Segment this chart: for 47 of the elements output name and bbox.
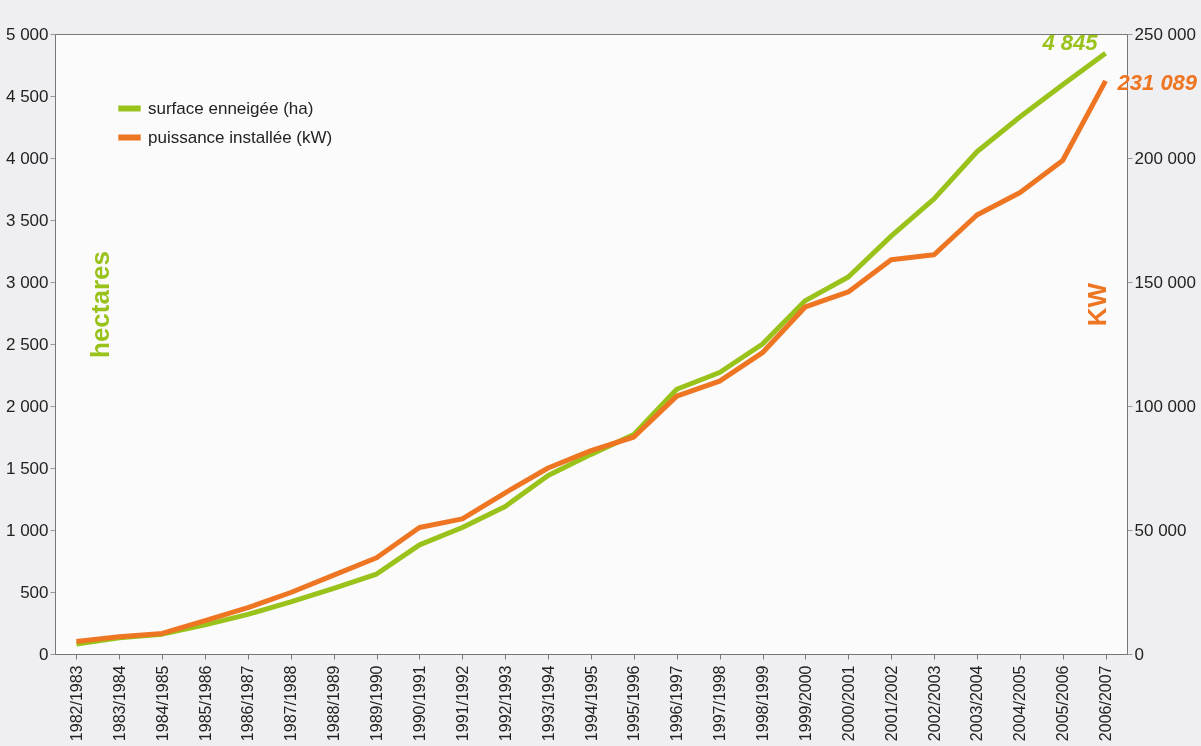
y-tick-label: 2 500	[5, 334, 49, 354]
x-tick-label: 2005/2006	[1054, 665, 1072, 742]
x-tick-label: 2001/2002	[882, 665, 900, 742]
x-tick-label: 1994/1995	[582, 665, 600, 742]
x-tick-label: 1993/1994	[539, 665, 557, 742]
x-tick-label: 1991/1992	[453, 665, 471, 742]
x-tick-label: 1987/1988	[282, 665, 300, 742]
legend-label: puissance installée (kW)	[148, 127, 333, 147]
y2-tick-label: 200 000	[1134, 148, 1196, 168]
x-tick-label: 1998/1999	[754, 665, 772, 742]
x-tick-label: 1982/1983	[67, 665, 85, 742]
y-tick-label: 500	[20, 582, 49, 602]
x-tick-label: 1995/1996	[625, 665, 643, 742]
y-tick-label: 1 500	[5, 458, 49, 478]
x-tick-label: 1996/1997	[668, 665, 686, 742]
y2-tick-label: 100 000	[1134, 396, 1196, 416]
x-tick-label: 1985/1986	[196, 665, 214, 742]
x-tick-label: 1992/1993	[496, 665, 514, 742]
x-tick-label: 2006/2007	[1097, 665, 1115, 742]
y-tick-label: 3 500	[5, 210, 49, 230]
y2-tick-label: 50 000	[1134, 520, 1187, 540]
y-tick-label: 3 000	[5, 272, 49, 292]
x-tick-label: 1986/1987	[239, 665, 257, 742]
y-tick-label: 5 000	[5, 24, 49, 44]
x-tick-label: 1989/1990	[368, 665, 386, 742]
y2-tick-label: 150 000	[1134, 272, 1196, 292]
y-tick-label: 4 000	[5, 148, 49, 168]
legend-label: surface enneigée (ha)	[148, 98, 314, 118]
y-axis-title: hectares	[84, 251, 115, 358]
y2-tick-label: 250 000	[1134, 24, 1196, 44]
x-tick-label: 1990/1991	[410, 665, 428, 742]
x-tick-label: 1997/1998	[711, 665, 729, 742]
x-tick-label: 1984/1985	[153, 665, 171, 742]
x-tick-label: 2002/2003	[925, 665, 943, 742]
x-tick-label: 1988/1989	[325, 665, 343, 742]
y2-tick-label: 0	[1134, 644, 1144, 664]
y2-axis-title: KW	[1081, 282, 1112, 327]
y-tick-label: 4 500	[5, 86, 49, 106]
x-tick-label: 1983/1984	[110, 665, 128, 742]
data-label: 4 845	[1041, 30, 1099, 56]
x-tick-label: 1999/2000	[796, 665, 814, 742]
y-tick-label: 0	[39, 644, 49, 664]
x-tick-label: 2003/2004	[968, 665, 986, 742]
y-tick-label: 2 000	[5, 396, 49, 416]
y-tick-label: 1 000	[5, 520, 49, 540]
x-tick-label: 2000/2001	[839, 665, 857, 742]
x-tick-label: 2004/2005	[1011, 665, 1029, 742]
